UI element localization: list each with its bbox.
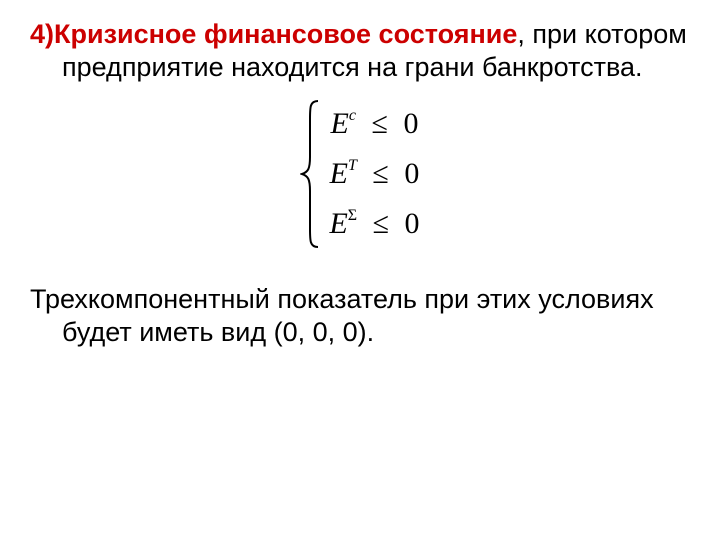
op-le-2: ≤ — [364, 157, 396, 190]
formula-row-2: ET ≤ 0 — [329, 149, 419, 199]
rhs-2: 0 — [404, 157, 419, 190]
formula-rows: Ec ≤ 0 ET ≤ 0 EΣ ≤ 0 — [328, 98, 420, 250]
rhs-1: 0 — [403, 107, 418, 140]
slide: 4)Кризисное финансовое состояние, при ко… — [0, 0, 720, 540]
item-number: 4) — [30, 19, 54, 49]
formula-row-1: Ec ≤ 0 — [329, 99, 419, 149]
sup-sigma: Σ — [348, 207, 357, 224]
rhs-3: 0 — [405, 207, 420, 240]
formula-row-3: EΣ ≤ 0 — [329, 199, 419, 249]
op-le-1: ≤ — [363, 107, 395, 140]
sym-E-3: E — [329, 207, 347, 240]
brace-icon — [300, 99, 322, 249]
formula-system: Ec ≤ 0 ET ≤ 0 EΣ ≤ 0 — [299, 98, 420, 250]
sym-E-2: E — [330, 157, 348, 190]
formula-block: Ec ≤ 0 ET ≤ 0 EΣ ≤ 0 — [30, 98, 690, 255]
sym-E-1: E — [331, 107, 349, 140]
heading-paragraph: 4)Кризисное финансовое состояние, при ко… — [30, 18, 690, 84]
footer-paragraph: Трехкомпонентный показатель при этих усл… — [30, 283, 690, 349]
sup-c: c — [349, 107, 356, 124]
sup-T: T — [348, 157, 357, 174]
left-brace — [299, 98, 328, 250]
term-crisis: Кризисное финансовое состояние — [54, 19, 517, 49]
op-le-3: ≤ — [365, 207, 397, 240]
footer-text: Трехкомпонентный показатель при этих усл… — [30, 284, 654, 347]
